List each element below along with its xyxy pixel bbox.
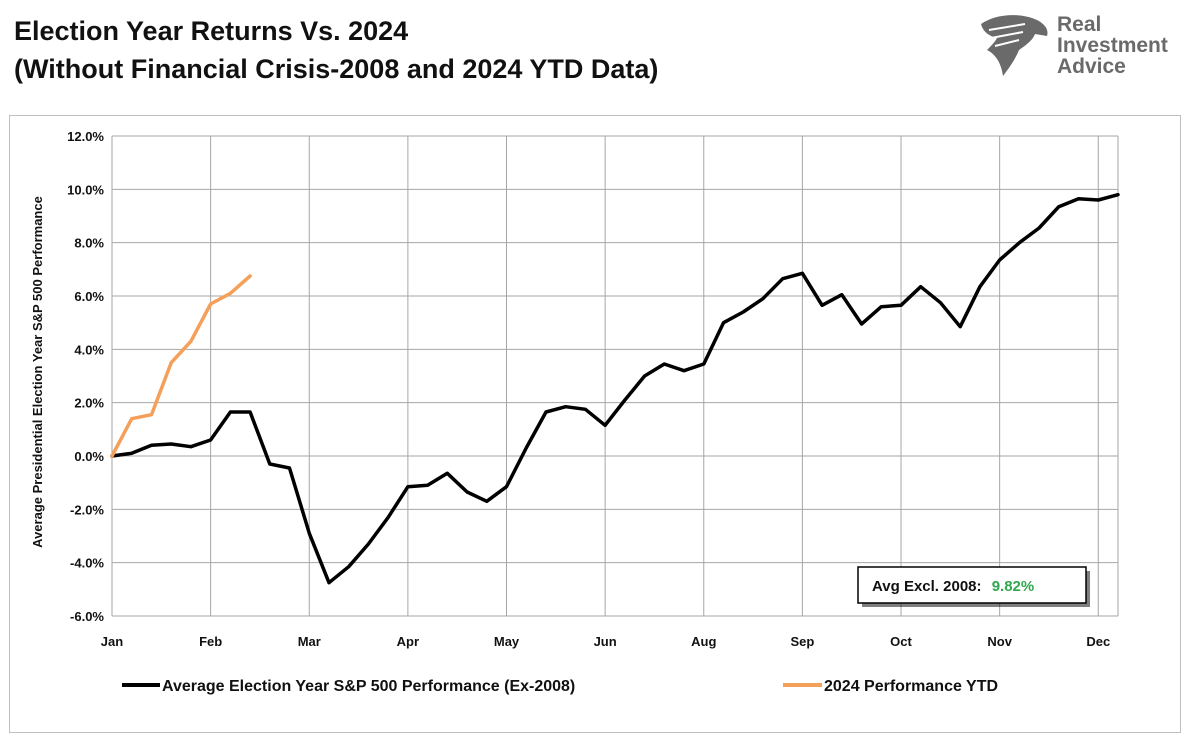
title-line-2: (Without Financial Crisis-2008 and 2024 … — [14, 54, 659, 84]
series-lines — [110, 192, 1120, 585]
annotation-value: 9.82% — [992, 578, 1035, 595]
y-tick-label: 12.0% — [67, 129, 104, 144]
x-tick-label: Nov — [987, 634, 1012, 649]
y-tick-label: 8.0% — [74, 236, 104, 251]
y-tick-label: -6.0% — [70, 609, 104, 624]
legend-label-2024: 2024 Performance YTD — [824, 678, 998, 695]
series-line-average — [110, 192, 1120, 585]
logo-line-2: Investment — [1057, 34, 1168, 57]
chart-title: Election Year Returns Vs. 2024 (Without … — [14, 12, 658, 88]
eagle-icon — [981, 15, 1048, 77]
x-tick-label: Jun — [594, 634, 617, 649]
logo-text: Real Investment Advice — [1057, 14, 1168, 77]
gridlines — [111, 135, 1119, 617]
legend-label-average: Average Election Year S&P 500 Performanc… — [162, 678, 575, 695]
x-tick-label: Feb — [199, 634, 222, 649]
y-tick-label: 10.0% — [67, 182, 104, 197]
y-tick-label: -4.0% — [70, 556, 104, 571]
svg-text:Avg Excl. 2008: 9.82%: Avg Excl. 2008: 9.82% — [872, 578, 1034, 595]
y-tick-label: 0.0% — [74, 449, 104, 464]
x-tick-label: Apr — [397, 634, 419, 649]
logo-line-1: Real — [1057, 13, 1102, 36]
y-tick-label: 2.0% — [74, 396, 104, 411]
x-tick-label: Aug — [691, 634, 716, 649]
x-tick-label: Oct — [890, 634, 912, 649]
logo-line-3: Advice — [1057, 55, 1126, 78]
title-line-1: Election Year Returns Vs. 2024 — [14, 16, 409, 46]
x-axis-ticks: Jan Feb Mar Apr May Jun Aug Sep Oct Nov Dec — [101, 634, 1110, 649]
y-tick-label: 6.0% — [74, 289, 104, 304]
annotation-label: Avg Excl. 2008: — [872, 578, 982, 595]
y-axis-label: Average Presidential Election Year S&P 5… — [30, 196, 45, 548]
series-line-2024 — [110, 274, 252, 458]
y-axis-ticks: -6.0% -4.0% -2.0% 0.0% 2.0% 4.0% 6.0% 8.0% 10.0%… — [67, 129, 104, 624]
y-tick-label: 4.0% — [74, 342, 104, 357]
x-tick-label: May — [494, 634, 520, 649]
x-tick-label: Dec — [1086, 634, 1110, 649]
company-logo: Real Investment Advice — [975, 10, 1175, 78]
legend: Average Election Year S&P 500 Performanc… — [122, 678, 998, 695]
y-tick-label: -2.0% — [70, 502, 104, 517]
x-tick-label: Sep — [790, 634, 814, 649]
avg-annotation-box: Avg Excl. 2008: 9.82% — [857, 566, 1090, 607]
chart-frame — [9, 115, 1181, 733]
x-tick-label: Mar — [298, 634, 321, 649]
x-tick-label: Jan — [101, 634, 123, 649]
